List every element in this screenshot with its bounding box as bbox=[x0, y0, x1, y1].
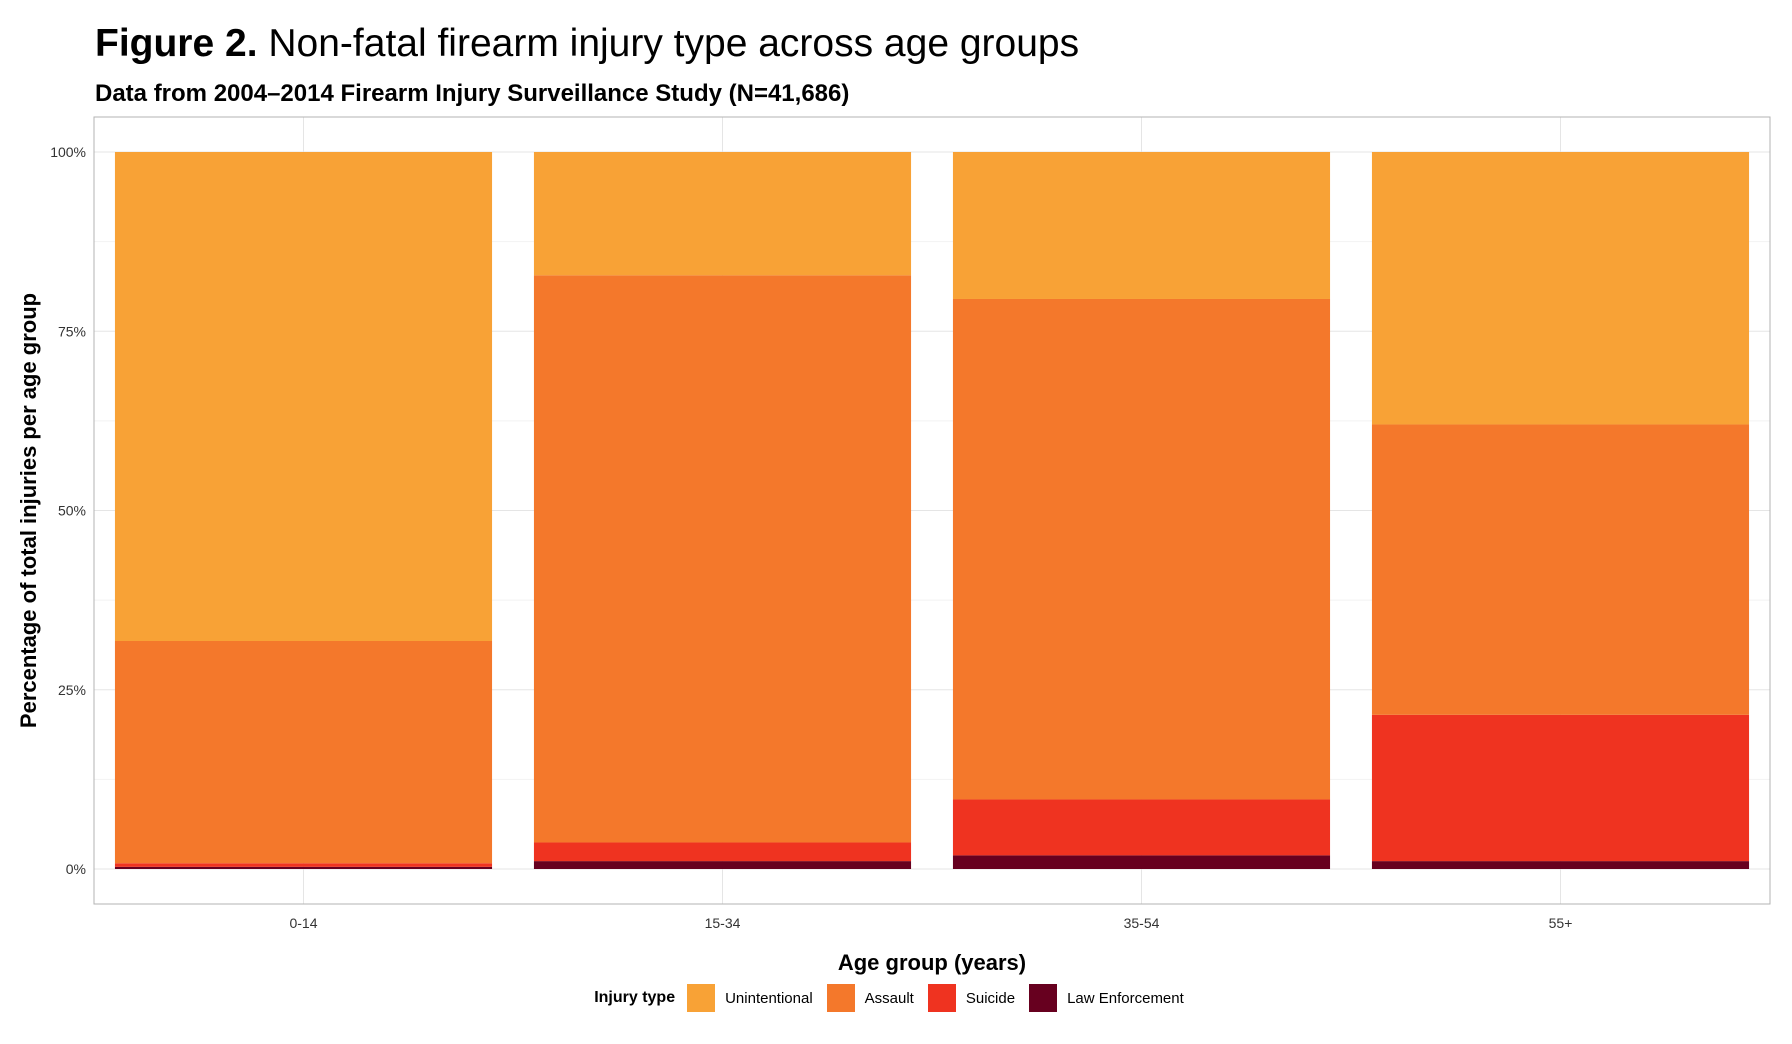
y-axis-ticks: 0% 25% 50% 75% 100% bbox=[50, 144, 86, 877]
legend-label: Suicide bbox=[965, 989, 1016, 1007]
legend-swatch bbox=[927, 984, 956, 1012]
bar-segment bbox=[952, 799, 1331, 856]
bars bbox=[114, 152, 1750, 869]
legend-swatch bbox=[687, 984, 716, 1012]
legend-items: Unintentional Assault Suicide Law Enforceme… bbox=[687, 984, 1198, 1012]
y-tick-label: 100% bbox=[50, 144, 86, 160]
legend-item: Assault bbox=[826, 984, 914, 1012]
legend-swatch bbox=[1029, 984, 1058, 1012]
y-axis-title: Percentage of total injuries per age gro… bbox=[16, 293, 41, 728]
legend: Injury type Unintentional Assault Suicide L… bbox=[0, 983, 1792, 1013]
legend-item: Unintentional bbox=[687, 984, 813, 1012]
x-axis-title: Age group (years) bbox=[838, 950, 1026, 975]
bar-segment bbox=[533, 152, 912, 276]
bar-segment bbox=[1371, 152, 1750, 425]
title-text: Non-fatal firearm injury type across age… bbox=[268, 22, 1080, 65]
bar-segment bbox=[533, 861, 912, 869]
x-tick-label: 15-34 bbox=[705, 915, 741, 931]
legend-item: Suicide bbox=[927, 984, 1016, 1012]
panel-border bbox=[93, 116, 1771, 905]
bar-segment bbox=[952, 855, 1331, 869]
y-tick-label: 0% bbox=[66, 861, 86, 877]
bar-segment bbox=[533, 275, 912, 843]
figure-label: Figure 2. bbox=[95, 22, 258, 65]
bar-segment bbox=[1371, 861, 1750, 869]
legend-swatch bbox=[826, 984, 855, 1012]
x-axis-ticks: 0-14 15-34 35-54 55+ bbox=[289, 915, 1572, 931]
y-tick-label: 50% bbox=[58, 503, 86, 519]
legend-label: Unintentional bbox=[725, 989, 813, 1007]
bar-segment bbox=[533, 842, 912, 862]
legend-title: Injury type bbox=[594, 989, 676, 1006]
legend-label: Assault bbox=[864, 989, 914, 1007]
y-tick-label: 25% bbox=[58, 682, 86, 698]
chart-subtitle: Data from 2004–2014 Firearm Injury Surve… bbox=[95, 80, 850, 107]
bar-segment bbox=[1371, 424, 1750, 715]
bar-segment bbox=[952, 152, 1331, 299]
bar-segment bbox=[114, 152, 493, 641]
bar-segment bbox=[114, 866, 493, 869]
bar-segment bbox=[114, 640, 493, 864]
x-tick-label: 35-54 bbox=[1124, 915, 1160, 931]
bar-segment bbox=[114, 863, 493, 867]
x-tick-label: 55+ bbox=[1549, 915, 1573, 931]
bar-segment bbox=[952, 298, 1331, 800]
x-tick-label: 0-14 bbox=[289, 915, 317, 931]
chart-title: Figure 2. Non-fatal firearm injury type … bbox=[95, 22, 1079, 66]
bar-segment bbox=[1371, 714, 1750, 862]
y-tick-label: 75% bbox=[58, 323, 86, 339]
legend-label: Law Enforcement bbox=[1067, 989, 1184, 1007]
legend-item: Law Enforcement bbox=[1029, 984, 1184, 1012]
